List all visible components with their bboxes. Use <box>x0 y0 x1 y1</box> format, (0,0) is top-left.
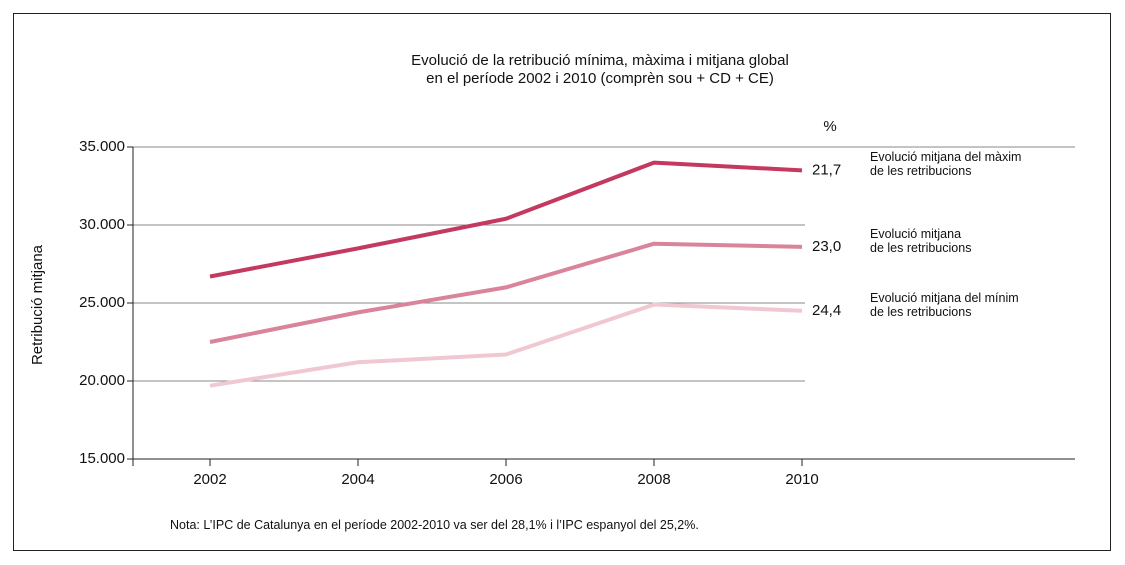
end-value-label: 24,4 <box>812 302 841 319</box>
legend-label: Evolució mitjana de les retribucions <box>870 226 972 255</box>
note: Nota: L’IPC de Catalunya en el període 2… <box>170 518 699 532</box>
legend-label: Evolució mitjana del mínim de les retrib… <box>870 290 1019 319</box>
series-line <box>209 241 803 344</box>
x-tick-label: 2008 <box>637 471 670 488</box>
x-tick-label: 2004 <box>341 471 374 488</box>
chart-title: Evolució de la retribució mínima, màxima… <box>411 52 789 87</box>
y-tick-label: 15.000 <box>79 450 125 467</box>
chart-frame <box>13 13 1111 551</box>
y-tick-label: 20.000 <box>79 372 125 389</box>
y-tick-label: 35.000 <box>79 138 125 155</box>
x-tick-label: 2010 <box>785 471 818 488</box>
series-line <box>209 302 803 388</box>
y-axis-label: Retribució mitjana <box>29 244 46 365</box>
series-line <box>209 160 803 279</box>
unit-label: % <box>823 118 836 135</box>
end-value-label: 23,0 <box>812 238 841 255</box>
x-tick-label: 2006 <box>489 471 522 488</box>
end-value-label: 21,7 <box>812 161 841 178</box>
y-tick-label: 30.000 <box>79 216 125 233</box>
y-tick-label: 25.000 <box>79 294 125 311</box>
x-tick-label: 2002 <box>193 471 226 488</box>
legend-label: Evolució mitjana del màxim de les retrib… <box>870 150 1022 179</box>
